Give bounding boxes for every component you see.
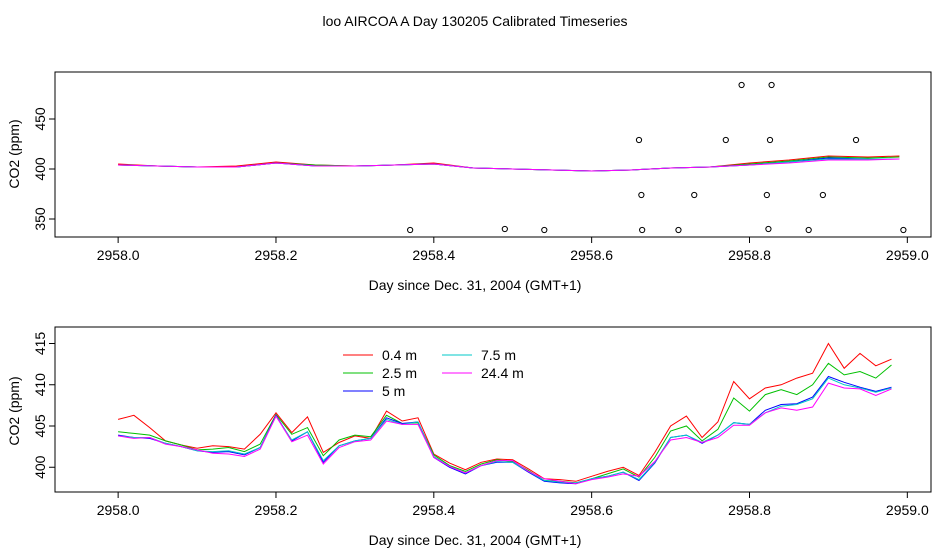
page-title: loo AIRCOA A Day 130205 Calibrated Times… <box>322 13 627 29</box>
top-x-axis-label: Day since Dec. 31, 2004 (GMT+1) <box>369 277 582 293</box>
top-x-tick-label: 2959.0 <box>886 247 929 263</box>
legend-label: 2.5 m <box>382 365 417 381</box>
bottom-x-tick-label: 2958.8 <box>728 502 771 518</box>
top-x-tick-label: 2958.4 <box>412 247 455 263</box>
top-x-tick-label: 2958.8 <box>728 247 771 263</box>
top-outlier-point <box>768 81 775 89</box>
top-outlier-point <box>766 136 774 144</box>
top-outlier-point <box>852 136 860 144</box>
bottom-y-tick-label: 405 <box>32 414 48 438</box>
top-axes: 2958.0 2958.2 2958.4 2958.6 2958.8 2959.0 350 4… <box>32 107 929 263</box>
top-y-axis-label: CO2 (ppm) <box>6 119 22 188</box>
legend-label: 5 m <box>382 383 405 399</box>
top-outlier-point <box>765 225 772 233</box>
top-outlier-point <box>691 191 698 199</box>
series-line-24-4-m <box>118 382 892 485</box>
legend: 0.4 m 2.5 m 5 m 7.5 m 24.4 m <box>343 347 524 399</box>
top-plot-marks <box>118 81 907 234</box>
series-line-2-5-m <box>118 362 892 484</box>
top-outlier-point <box>722 136 729 144</box>
top-outlier-point <box>638 191 645 199</box>
bottom-plot-marks <box>117 342 892 485</box>
bottom-x-tick-label: 2959.0 <box>886 502 929 518</box>
top-x-tick-label: 2958.2 <box>255 247 298 263</box>
top-outlier-point <box>819 191 826 199</box>
legend-label: 24.4 m <box>481 365 524 381</box>
top-outlier-point <box>738 81 745 89</box>
bottom-y-tick-label: 400 <box>32 455 48 479</box>
top-outlier-point <box>639 226 646 234</box>
top-y-tick-label: 400 <box>32 157 48 181</box>
top-outlier-point <box>805 226 812 234</box>
top-x-tick-label: 2958.0 <box>97 247 140 263</box>
top-panel: 2958.0 2958.2 2958.4 2958.6 2958.8 2959.0 350 4… <box>6 71 932 293</box>
series-line-7-5-m <box>118 377 892 484</box>
bottom-x-tick-label: 2958.4 <box>412 502 455 518</box>
top-y-tick-label: 350 <box>32 207 48 231</box>
top-outlier-point <box>900 226 907 234</box>
top-outlier-point <box>763 191 770 199</box>
top-outlier-point <box>675 226 682 234</box>
top-outlier-point <box>407 226 414 234</box>
top-y-tick-label: 450 <box>32 107 48 131</box>
top-outlier-point <box>635 136 643 144</box>
bottom-y-tick-label: 415 <box>32 332 48 356</box>
legend-label: 0.4 m <box>382 347 417 363</box>
top-outlier-point <box>501 225 508 233</box>
top-series-line-4 <box>118 158 900 172</box>
bottom-x-tick-label: 2958.0 <box>97 502 140 518</box>
bottom-x-tick-label: 2958.6 <box>570 502 613 518</box>
series-line-0-4-m <box>117 342 892 482</box>
legend-label: 7.5 m <box>481 347 516 363</box>
top-x-tick-label: 2958.6 <box>570 247 613 263</box>
bottom-panel: 2958.0 2958.2 2958.4 2958.6 2958.8 2959.0 400 4… <box>6 326 932 548</box>
bottom-y-axis-label: CO2 (ppm) <box>6 376 22 445</box>
bottom-x-axis-label: Day since Dec. 31, 2004 (GMT+1) <box>369 532 582 548</box>
top-plot-frame <box>54 71 932 238</box>
bottom-y-tick-label: 410 <box>32 373 48 397</box>
series-line-5-m <box>118 375 892 485</box>
bottom-axes: 2958.0 2958.2 2958.4 2958.6 2958.8 2959.0 400 4… <box>32 332 929 518</box>
top-outlier-point <box>541 226 548 234</box>
bottom-x-tick-label: 2958.2 <box>255 502 298 518</box>
